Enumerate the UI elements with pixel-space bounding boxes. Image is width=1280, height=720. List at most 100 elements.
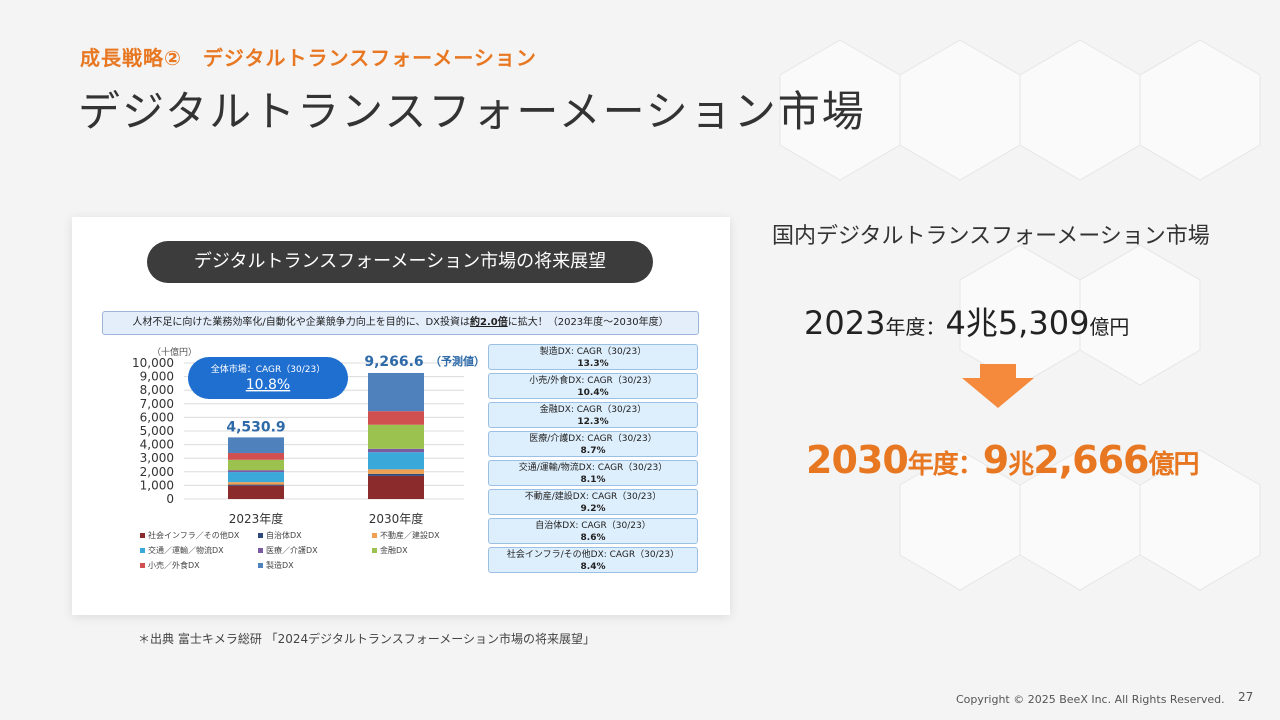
bar-segment <box>228 437 284 454</box>
legend-label: 交通／運輸／物流DX <box>148 546 224 555</box>
bar-segment <box>368 411 424 425</box>
subtitle-highlight: 約2.0倍 <box>470 317 508 328</box>
y-tick-label: 2,000 <box>140 465 174 479</box>
cagr-box-infrastructure: 社会インフラ/その他DX: CAGR（30/23） 8.4% <box>488 547 698 573</box>
stat-2023-cho: 兆 <box>965 304 998 342</box>
stat-2030-oku-num: 2,666 <box>1033 438 1149 482</box>
bar-segments <box>228 372 424 499</box>
stat-2030-oku: 億円 <box>1148 450 1199 480</box>
cagr-box-manufacturing: 製造DX: CAGR（30/23） 13.3% <box>488 344 698 370</box>
cagr-value: 12.3% <box>577 417 609 427</box>
cagr-label: 医療/介護DX: CAGR（30/23） <box>529 434 657 444</box>
legend-item: 金融DX <box>372 545 408 556</box>
subtitle-text: 人材不足に向けた業務効率化/自動化や企業競争力向上を目的に、DX投資は <box>132 317 470 328</box>
y-tick-label: 9,000 <box>140 370 174 384</box>
legend-swatch <box>372 533 377 538</box>
cagr-label: 製造DX: CAGR（30/23） <box>539 347 647 357</box>
bar-segment <box>368 448 424 453</box>
legend-label: 不動産／建設DX <box>380 531 440 540</box>
bar-segment <box>368 469 424 474</box>
page-title: デジタルトランスフォーメーション市場 <box>78 87 866 136</box>
cagr-value: 8.4% <box>580 562 606 572</box>
legend-item: 交通／運輸／物流DX <box>140 545 224 556</box>
y-tick-label: 8,000 <box>140 383 174 397</box>
cagr-box-municipal: 自治体DX: CAGR（30/23） 8.6% <box>488 518 698 544</box>
x-category-label: 2030年度 <box>369 511 424 526</box>
cagr-label: 交通/運輸/物流DX: CAGR（30/23） <box>518 463 668 473</box>
legend-swatch <box>140 563 145 568</box>
market-outlook-card: デジタルトランスフォーメーション市場の将来展望 人材不足に向けた業務効率化/自動… <box>72 217 730 615</box>
bar-segment <box>368 424 424 449</box>
legend-swatch <box>372 548 377 553</box>
cagr-box-real-estate: 不動産/建設DX: CAGR（30/23） 9.2% <box>488 489 698 515</box>
stacked-bar-chart: 01,0002,0003,0004,0005,0006,0007,0008,00… <box>132 346 485 526</box>
cagr-box-retail: 小売/外食DX: CAGR（30/23） 10.4% <box>488 373 698 399</box>
cagr-label: 不動産/建設DX: CAGR（30/23） <box>524 492 662 502</box>
bar-segment <box>368 475 424 499</box>
cagr-value: 8.6% <box>580 533 606 543</box>
stat-2023-sep: ： <box>925 315 946 339</box>
x-category-label: 2023年度 <box>229 511 284 526</box>
total-2023-label: 4,530.9 <box>226 419 285 435</box>
cagr-bubble <box>188 357 348 399</box>
legend-label: 小売／外食DX <box>148 561 200 570</box>
cagr-box-finance: 金融DX: CAGR（30/23） 12.3% <box>488 402 698 428</box>
y-tick-label: 3,000 <box>140 451 174 465</box>
legend-swatch <box>140 533 145 538</box>
y-axis-ticks: 01,0002,0003,0004,0005,0006,0007,0008,00… <box>132 356 174 506</box>
bar-segment <box>228 459 284 471</box>
cagr-value: 9.2% <box>580 504 606 514</box>
stat-2023-year: 2023 <box>804 304 886 342</box>
legend-label: 製造DX <box>266 561 294 570</box>
stat-2023: 2023年度：4兆5,309億円 <box>804 298 1129 344</box>
bar-segment <box>368 473 424 476</box>
subtitle-suffix: に拡大！（2023年度～2030年度） <box>507 317 669 328</box>
legend-item: 製造DX <box>258 560 294 571</box>
cagr-box-healthcare: 医療/介護DX: CAGR（30/23） 8.7% <box>488 431 698 457</box>
market-heading: 国内デジタルトランスフォーメーション市場 <box>772 224 1210 249</box>
stat-2023-oku-num: 5,309 <box>997 304 1090 342</box>
bar-segment <box>228 485 284 499</box>
cagr-bubble-label: 全体市場：CAGR（30/23） <box>211 363 325 375</box>
cagr-label: 金融DX: CAGR（30/23） <box>539 405 647 415</box>
cagr-label: 社会インフラ/その他DX: CAGR（30/23） <box>506 550 680 560</box>
legend-label: 社会インフラ／その他DX <box>148 531 240 540</box>
legend-item: 自治体DX <box>258 530 302 541</box>
copyright: Copyright © 2025 BeeX Inc. All Rights Re… <box>956 693 1225 706</box>
stat-2030: 2030年度：9兆2,666億円 <box>806 438 1199 482</box>
cagr-value: 8.7% <box>580 446 606 456</box>
legend-swatch <box>140 548 145 553</box>
cagr-value: 8.1% <box>580 475 606 485</box>
cagr-label: 小売/外食DX: CAGR（30/23） <box>529 376 657 386</box>
bar-segment <box>228 482 284 485</box>
y-tick-label: 7,000 <box>140 397 174 411</box>
stat-2030-nendo: 年度： <box>907 450 984 480</box>
stat-2023-oku: 億円 <box>1089 315 1130 339</box>
bar-segment <box>368 372 424 412</box>
y-tick-label: 6,000 <box>140 410 174 424</box>
bar-segment <box>228 472 284 483</box>
stat-2023-cho-num: 4 <box>945 304 966 342</box>
cagr-value: 13.3% <box>577 359 609 369</box>
bar-segment <box>368 452 424 470</box>
legend-item: 小売／外食DX <box>140 560 200 571</box>
legend-label: 自治体DX <box>266 531 302 540</box>
bar-segment <box>228 470 284 473</box>
page-number: 27 <box>1238 690 1254 704</box>
cagr-box-transport: 交通/運輸/物流DX: CAGR（30/23） 8.1% <box>488 460 698 486</box>
legend-swatch <box>258 548 263 553</box>
forecast-label: （予測値） <box>430 354 485 368</box>
stat-2030-cho-num: 9 <box>982 438 1009 482</box>
legend-item: 不動産／建設DX <box>372 530 440 541</box>
stat-2023-nendo: 年度 <box>885 315 926 339</box>
y-tick-label: 4,000 <box>140 438 174 452</box>
bar-segment <box>228 453 284 460</box>
y-tick-label: 0 <box>166 492 174 506</box>
legend-label: 医療／介護DX <box>266 546 318 555</box>
cagr-label: 自治体DX: CAGR（30/23） <box>535 521 651 531</box>
source-citation: ＊出典 富士キメラ総研 「2024デジタルトランスフォーメーション市場の将来展望… <box>138 632 595 646</box>
x-axis-labels: 2023年度 2030年度 <box>229 511 424 526</box>
bar-segment <box>228 484 284 486</box>
card-subtitle: 人材不足に向けた業務効率化/自動化や企業競争力向上を目的に、DX投資は約2.0倍… <box>102 311 699 335</box>
